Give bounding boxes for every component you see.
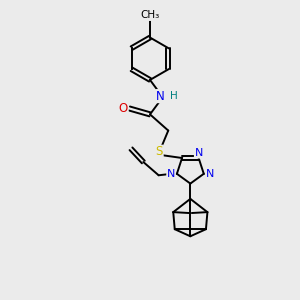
Text: S: S xyxy=(156,145,163,158)
Text: N: N xyxy=(167,169,175,179)
Text: N: N xyxy=(194,148,203,158)
Text: N: N xyxy=(206,169,214,179)
Text: CH₃: CH₃ xyxy=(140,11,160,20)
Text: H: H xyxy=(170,91,177,101)
Text: N: N xyxy=(156,90,165,103)
Text: O: O xyxy=(119,102,128,115)
